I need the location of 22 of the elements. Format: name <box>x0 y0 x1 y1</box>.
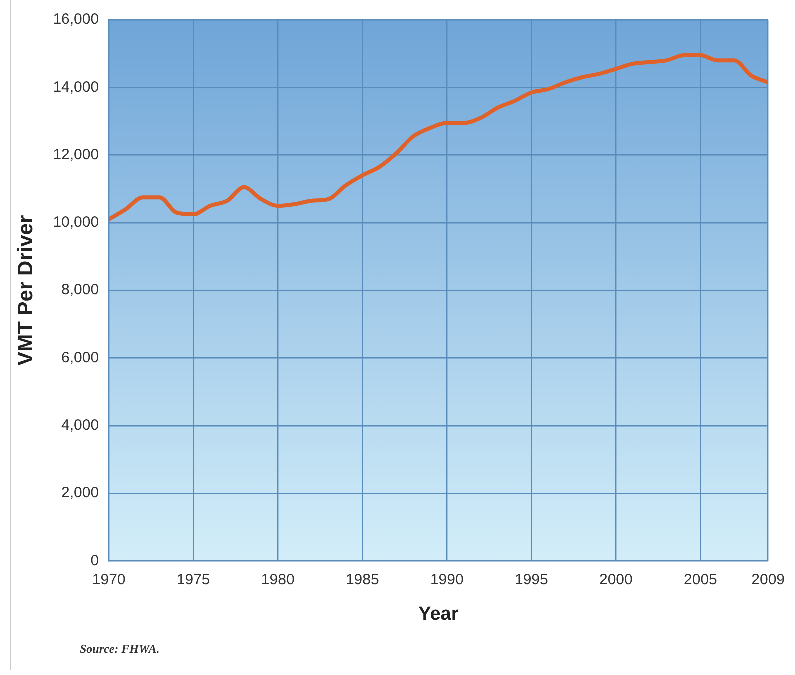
y-tick-label: 0 <box>90 552 100 570</box>
x-tick-label: 1990 <box>430 571 464 588</box>
x-tick-label: 1975 <box>176 571 210 588</box>
y-tick-label: 10,000 <box>53 214 100 232</box>
source-note: Source: FHWA. <box>80 642 160 657</box>
x-tick-label: 1995 <box>514 571 548 588</box>
y-tick-label: 6,000 <box>62 349 100 366</box>
y-tick-label: 14,000 <box>53 78 100 96</box>
x-tick-label: 2009 <box>752 571 786 588</box>
x-tick-label: 1985 <box>346 571 380 588</box>
x-tick-label: 2000 <box>599 571 633 588</box>
y-axis-title: VMT Per Driver <box>14 215 38 366</box>
y-tick-label: 4,000 <box>62 417 100 434</box>
line-series <box>109 54 768 222</box>
y-tick-label: 16,000 <box>53 11 100 28</box>
x-tick-label: 1970 <box>92 571 126 588</box>
x-axis-title: Year <box>418 604 460 625</box>
x-tick-label: 1980 <box>261 571 295 588</box>
y-tick-label: 8,000 <box>62 282 100 299</box>
y-tick-label: 2,000 <box>62 484 100 502</box>
x-tick-label: 2005 <box>684 571 718 588</box>
y-tick-label: 12,000 <box>53 146 100 164</box>
